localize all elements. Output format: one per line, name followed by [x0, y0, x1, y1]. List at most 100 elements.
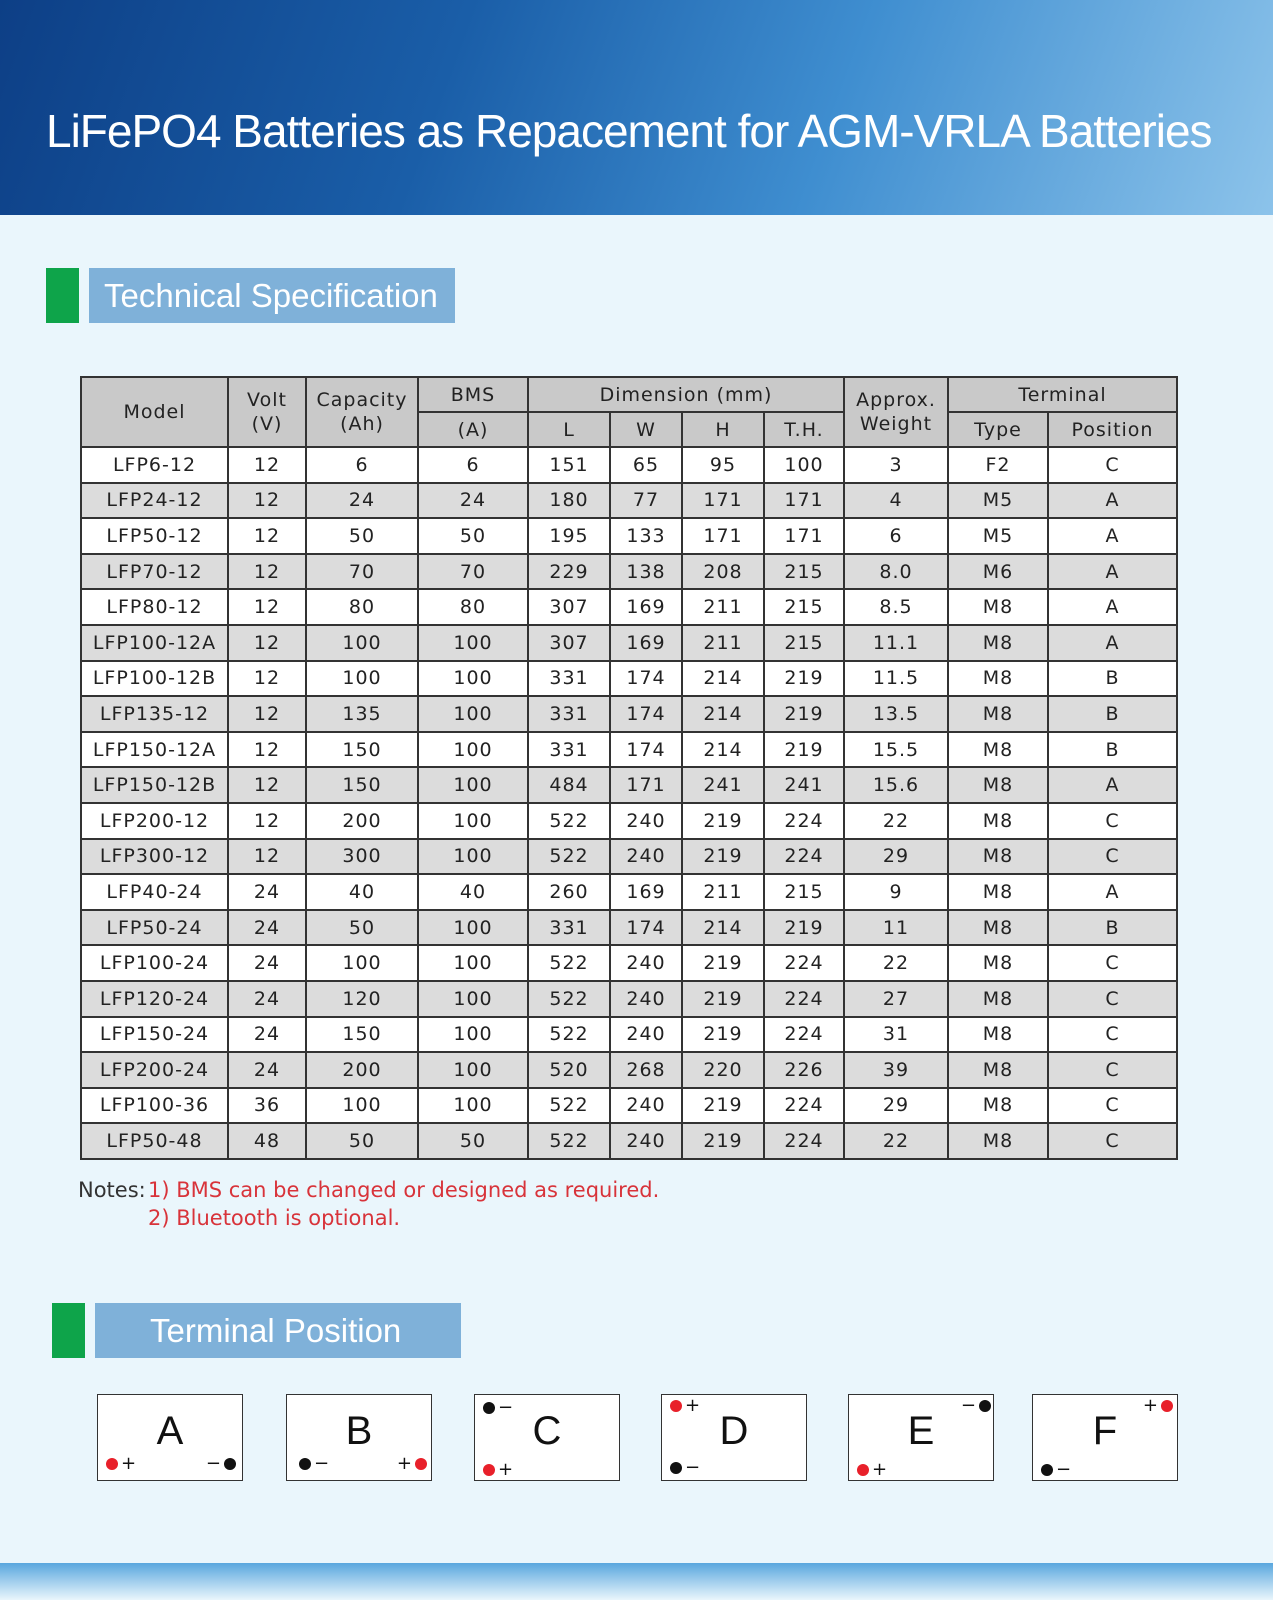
table-cell: 151 [527, 446, 611, 484]
table-cell: 171 [609, 766, 683, 804]
sign-text: − [498, 1397, 514, 1418]
table-cell: 240 [609, 979, 683, 1018]
table-cell: 215 [763, 873, 845, 911]
terminal-box: D + − [661, 1394, 807, 1481]
table-cell: 300 [305, 837, 419, 876]
table-cell: 12 [227, 766, 307, 804]
page-title: LiFePO4 Batteries as Repacement for AGM-… [46, 105, 1213, 157]
table-cell: 200 [305, 1051, 419, 1089]
table-cell: LFP200-12 [80, 801, 229, 840]
table-cell: 174 [609, 730, 683, 769]
spec-table: Model Volt (V) Capacity (Ah) BMS Dimension (… [80, 376, 1178, 1160]
terminal-dot [483, 1401, 495, 1414]
table-cell: 219 [763, 908, 845, 947]
terminal-box: C + − [474, 1394, 620, 1481]
table-cell: B [1047, 908, 1178, 947]
sign-text: + [872, 1459, 888, 1480]
table-cell: 241 [681, 766, 765, 804]
table-cell: 12 [227, 481, 307, 520]
table-cell: A [1047, 873, 1178, 911]
terminal-sign: − [206, 1453, 236, 1474]
table-cell: 241 [763, 766, 845, 804]
table-cell: M8 [947, 695, 1049, 733]
col-header: Type [947, 411, 1049, 448]
table-cell: 77 [609, 481, 683, 520]
table-cell: 211 [681, 873, 765, 911]
table-cell: M6 [947, 552, 1049, 591]
table-cell: 22 [843, 801, 949, 840]
table-row: LFP50-48 48 50 50 522 240 219 224 22 M8 C [80, 1122, 1178, 1160]
terminal-dot [415, 1457, 427, 1470]
col-header: Position [1047, 411, 1178, 448]
table-cell: M8 [947, 979, 1049, 1018]
table-cell: LFP120-24 [80, 979, 229, 1018]
table-cell: 215 [763, 623, 845, 662]
table-cell: 40 [305, 873, 419, 911]
sign-text: − [685, 1457, 701, 1478]
table-cell: 200 [305, 801, 419, 840]
table-cell: 100 [417, 979, 529, 1018]
table-row: LFP50-12 12 50 50 195 133 171 171 6 M5 A [80, 517, 1178, 555]
table-cell: 150 [305, 1015, 419, 1054]
table-cell: 331 [527, 908, 611, 947]
table-row: LFP150-24 24 150 100 522 240 219 224 31 M8 C [80, 1015, 1178, 1054]
table-cell: 219 [681, 801, 765, 840]
terminal-box: B + − [286, 1394, 432, 1481]
table-cell: LFP150-24 [80, 1015, 229, 1054]
table-cell: 50 [305, 908, 419, 947]
table-row: LFP80-12 12 80 80 307 169 211 215 8.5 M8 A [80, 588, 1178, 626]
table-cell: 50 [305, 517, 419, 555]
table-cell: 100 [417, 766, 529, 804]
table-cell: 219 [681, 979, 765, 1018]
table-cell: 24 [227, 979, 307, 1018]
col-header: Model [80, 376, 229, 448]
table-row: LFP100-36 36 100 100 522 240 219 224 29 M8 C [80, 1086, 1178, 1125]
table-cell: 331 [527, 659, 611, 698]
table-cell: 224 [763, 944, 845, 982]
table-cell: 80 [417, 588, 529, 626]
table-cell: LFP300-12 [80, 837, 229, 876]
table-cell: 214 [681, 695, 765, 733]
table-cell: 171 [763, 517, 845, 555]
table-cell: 240 [609, 801, 683, 840]
table-cell: M5 [947, 517, 1049, 555]
table-cell: 150 [305, 766, 419, 804]
table-cell: 24 [305, 481, 419, 520]
table-cell: 15.6 [843, 766, 949, 804]
table-cell: 522 [527, 837, 611, 876]
col-header: (A) [417, 411, 529, 448]
table-cell: 240 [609, 944, 683, 982]
table-cell: 8.5 [843, 588, 949, 626]
col-header: W [609, 411, 683, 448]
note: 2) Bluetooth is optional. [148, 1206, 401, 1230]
table-cell: 150 [305, 730, 419, 769]
table-cell: 171 [763, 481, 845, 520]
terminal-dot [857, 1463, 869, 1476]
terminal-dot [299, 1457, 311, 1470]
terminal-dot [670, 1461, 682, 1474]
table-cell: 100 [417, 944, 529, 982]
table-cell: 214 [681, 659, 765, 698]
terminal-box: E + − [848, 1394, 994, 1481]
table-cell: LFP150-12A [80, 730, 229, 769]
table-cell: 65 [609, 446, 683, 484]
table-cell: A [1047, 588, 1178, 626]
table-cell: 224 [763, 1122, 845, 1160]
table-cell: 219 [681, 944, 765, 982]
table-cell: 6 [417, 446, 529, 484]
terminal-letter: D [719, 1409, 749, 1453]
table-cell: LFP100-12B [80, 659, 229, 698]
table-cell: 12 [227, 659, 307, 698]
table-cell: LFP24-12 [80, 481, 229, 520]
table-cell: 214 [681, 908, 765, 947]
table-cell: 135 [305, 695, 419, 733]
table-cell: C [1047, 446, 1178, 484]
table-cell: 224 [763, 801, 845, 840]
sign-text: + [685, 1395, 701, 1416]
table-cell: 174 [609, 908, 683, 947]
table-cell: 100 [417, 801, 529, 840]
terminal-sign: − [299, 1453, 329, 1474]
table-cell: M8 [947, 730, 1049, 769]
table-cell: 331 [527, 695, 611, 733]
table-row: LFP40-24 24 40 40 260 169 211 215 9 M8 A [80, 873, 1178, 911]
